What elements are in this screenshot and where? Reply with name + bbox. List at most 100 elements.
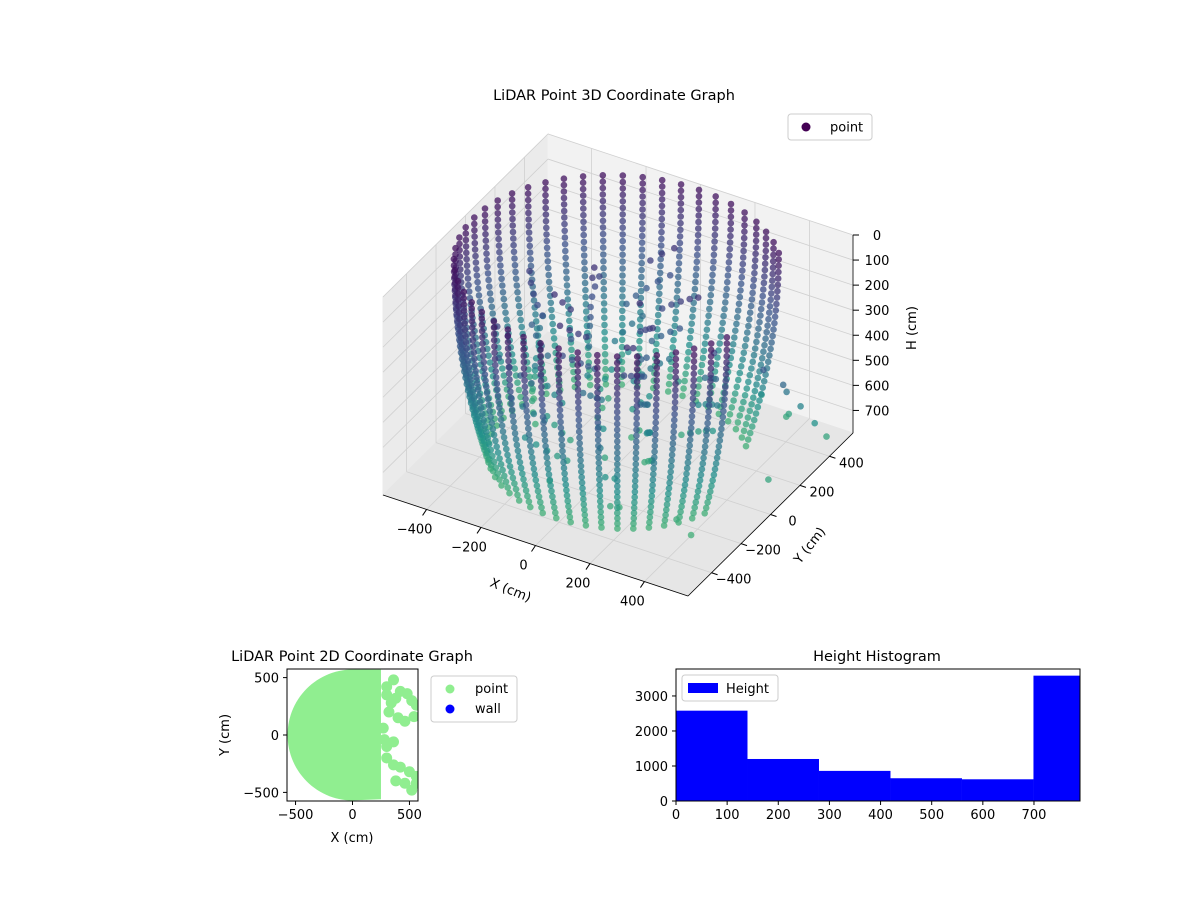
data-point <box>752 237 760 245</box>
data-point <box>556 406 564 414</box>
data-point <box>541 437 549 444</box>
data-point <box>725 265 732 273</box>
data-point <box>710 258 717 265</box>
data-point <box>485 440 493 448</box>
data-point <box>680 487 688 494</box>
data-point <box>701 448 708 456</box>
data-point <box>575 330 582 338</box>
data-point <box>480 416 488 424</box>
data-point <box>717 431 724 439</box>
data-point <box>727 226 734 233</box>
data-point <box>633 384 641 392</box>
data-point <box>566 513 574 521</box>
data-point <box>530 410 538 418</box>
data-point <box>600 292 608 300</box>
data-point <box>619 178 627 186</box>
data-point <box>565 508 573 515</box>
data-point <box>711 244 718 252</box>
data-point <box>739 254 747 261</box>
data-point <box>753 218 760 226</box>
data-point <box>716 340 723 347</box>
data-point <box>536 324 544 332</box>
data-point <box>619 191 627 199</box>
data-point <box>731 390 739 397</box>
data-point <box>672 368 680 375</box>
data-point <box>513 441 521 449</box>
data-point <box>544 264 552 272</box>
data-point <box>741 209 748 216</box>
data-point <box>532 441 540 448</box>
data-point <box>580 252 588 259</box>
data-point <box>524 492 531 500</box>
data-point <box>608 366 615 373</box>
data-point <box>676 325 684 332</box>
data-point <box>534 487 542 495</box>
data-point <box>489 452 496 460</box>
data-point <box>742 420 750 428</box>
data-point <box>752 250 759 258</box>
data-point <box>623 300 630 308</box>
data-point <box>762 253 769 261</box>
data-point <box>491 355 499 363</box>
data-point <box>613 396 621 404</box>
data-point <box>468 299 476 306</box>
data-point <box>557 412 564 420</box>
data-point <box>465 281 472 289</box>
data-point <box>744 436 752 443</box>
data-point <box>574 374 582 381</box>
data-point <box>649 481 656 489</box>
data-point <box>690 382 697 390</box>
data-point <box>498 482 505 489</box>
data-point <box>486 290 494 297</box>
data-point <box>639 219 646 226</box>
data-point <box>512 435 520 443</box>
chart-3d-zlabel: H (cm) <box>905 306 920 350</box>
y-tick-label: 1000 <box>635 760 668 775</box>
data-point <box>726 245 734 253</box>
data-point <box>471 227 478 234</box>
y-tick <box>829 455 836 459</box>
data-point <box>561 227 568 235</box>
data-point <box>464 275 472 282</box>
data-point <box>537 346 544 354</box>
data-point <box>556 394 563 402</box>
data-point <box>542 211 550 218</box>
chart-2d-xlabel: X (cm) <box>331 831 374 846</box>
data-point <box>562 261 570 268</box>
data-point <box>770 238 777 246</box>
data-point <box>506 376 513 383</box>
data-point <box>633 432 640 440</box>
data-point <box>504 484 512 491</box>
data-point <box>545 471 553 478</box>
data-point <box>471 233 478 240</box>
data-point <box>619 231 626 238</box>
data-point <box>511 255 518 262</box>
data-point <box>501 472 508 480</box>
data-point <box>378 734 390 746</box>
data-point <box>686 295 693 303</box>
data-point <box>677 219 684 227</box>
data-point <box>703 431 710 439</box>
data-point <box>702 437 710 445</box>
data-point <box>560 207 568 215</box>
data-point <box>555 376 563 384</box>
data-point <box>648 337 656 345</box>
data-point <box>707 377 714 385</box>
data-point <box>561 475 569 483</box>
data-point <box>580 225 587 232</box>
data-point <box>556 388 563 396</box>
data-point <box>650 470 657 478</box>
data-point <box>692 498 700 506</box>
data-point <box>579 185 587 193</box>
data-point <box>605 395 612 402</box>
data-point <box>579 389 587 397</box>
data-point <box>761 266 769 274</box>
data-point <box>582 516 589 524</box>
data-point <box>491 349 498 357</box>
histogram-ticks: 0 100 200 300 400 500 600 700 0 1000 2000 3000 <box>635 690 1046 823</box>
data-point <box>555 370 563 377</box>
data-point <box>619 265 626 272</box>
data-point <box>704 419 711 427</box>
data-point <box>766 309 773 317</box>
data-point <box>689 401 696 408</box>
